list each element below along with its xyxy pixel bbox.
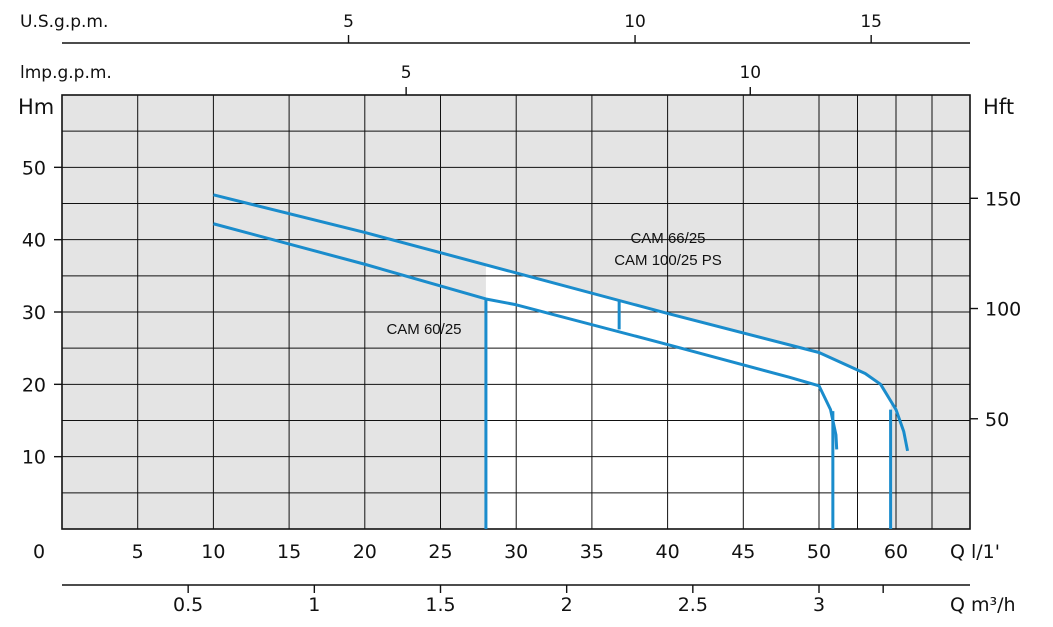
x-lmin-tick-label: 50 [807, 541, 831, 563]
x-lmin-tick-label: 10 [201, 541, 225, 563]
x-impgpm-tick-label: 10 [739, 63, 761, 83]
x-usgpm-tick-label: 15 [860, 12, 882, 32]
grid-lines [62, 95, 970, 529]
x-m3h-tick-label: 1.5 [425, 594, 455, 616]
series-labels: CAM 66/25 CAM 100/25 PS CAM 60/25 [386, 230, 721, 338]
x-lmin-title: Q l/1' [950, 541, 1000, 563]
x-lmin-tick-label: 30 [504, 541, 528, 563]
x-m3h-title: Q m³/h [950, 594, 1016, 616]
x-m3h-tick-label: 3 [813, 594, 825, 616]
series-label: CAM 60/25 [386, 321, 461, 338]
top-axes: 5 10 15 5 10 [62, 12, 970, 95]
x-usgpm-tick-label: 10 [624, 12, 646, 32]
y-right-tick-label: 50 [985, 409, 1009, 431]
y-left-tick-label: 30 [22, 302, 46, 324]
x-m3h-tick-label: 1 [308, 594, 320, 616]
y-right-tick-label: 150 [985, 188, 1021, 210]
x-lmin-tick-label: 35 [580, 541, 604, 563]
x-usgpm-tick-label: 5 [343, 12, 354, 32]
y-left-tick-label: 10 [22, 447, 46, 469]
y-left-tick-label: 20 [22, 374, 46, 396]
x-zero-label: 0 [33, 541, 45, 563]
x-lmin-tick-label: 45 [731, 541, 755, 563]
x-lmin-tick-label: 40 [656, 541, 680, 563]
operating-area [485, 264, 891, 529]
x-m3h-tick-label: 2 [561, 594, 573, 616]
y-left-title: Hm [18, 95, 54, 119]
x-lmin-tick-label: 25 [428, 541, 452, 563]
left-axis: 10 20 30 40 50 [22, 157, 62, 469]
series-curve-0 [213, 193, 910, 452]
series-label: CAM 100/25 PS [614, 252, 722, 269]
x-lmin-tick-label: 20 [353, 541, 377, 563]
series-label: CAM 66/25 [630, 230, 705, 247]
x-m3h-tick-label: 2.5 [678, 594, 708, 616]
x-m3h-tick-label: 0.5 [173, 594, 203, 616]
x-lmin-tick-label: 15 [277, 541, 301, 563]
series-layer [213, 193, 910, 529]
x-lmin-tick-label: 5 [132, 541, 144, 563]
right-axis: 50 100 150 [970, 188, 1021, 431]
y-left-tick-label: 50 [22, 157, 46, 179]
x-impgpm-tick-label: 5 [401, 63, 412, 83]
x-lmin-tick-label: 60 [884, 541, 908, 563]
y-right-title: Hft [983, 95, 1014, 119]
y-right-tick-label: 100 [985, 299, 1021, 321]
y-left-tick-label: 40 [22, 230, 46, 252]
bottom-axes: 5 10 15 20 25 30 35 40 45 50 60 0.5 1 1.5 2 2.5 3 [62, 541, 970, 616]
x-impgpm-title: lmp.g.p.m. [20, 63, 112, 83]
x-usgpm-title: U.S.g.p.m. [20, 12, 108, 32]
